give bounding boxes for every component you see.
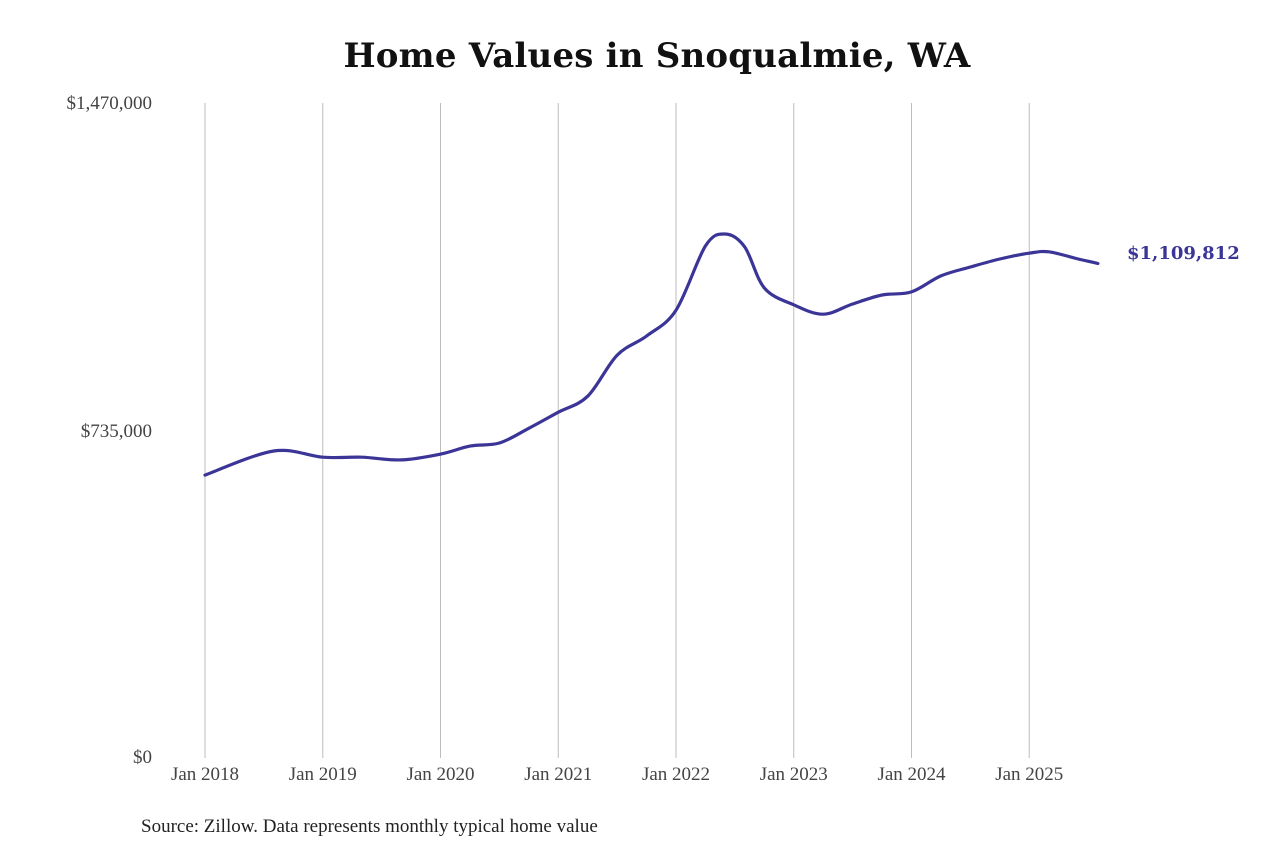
home-value-line xyxy=(203,232,1100,477)
y-tick-label: $1,470,000 xyxy=(66,93,153,114)
chart-title: Home Values in Snoqualmie, WA xyxy=(343,36,971,76)
x-tick-label: Jan 2025 xyxy=(995,764,1064,785)
y-tick-label: $0 xyxy=(133,747,152,768)
y-tick-label: $735,000 xyxy=(80,420,152,442)
source-note: Source: Zillow. Data represents monthly … xyxy=(141,816,598,837)
x-tick-label: Jan 2023 xyxy=(759,764,828,785)
x-tick-label: Jan 2022 xyxy=(641,764,711,785)
x-tick-label: Jan 2020 xyxy=(406,764,475,785)
x-tick-label: Jan 2024 xyxy=(877,764,946,785)
x-tick-label: Jan 2018 xyxy=(170,764,240,785)
x-tick-label: Jan 2019 xyxy=(288,764,357,785)
x-tick-label: Jan 2021 xyxy=(524,764,593,785)
gridlines xyxy=(204,103,1030,758)
latest-value-label: $1,109,812 xyxy=(1127,243,1240,264)
